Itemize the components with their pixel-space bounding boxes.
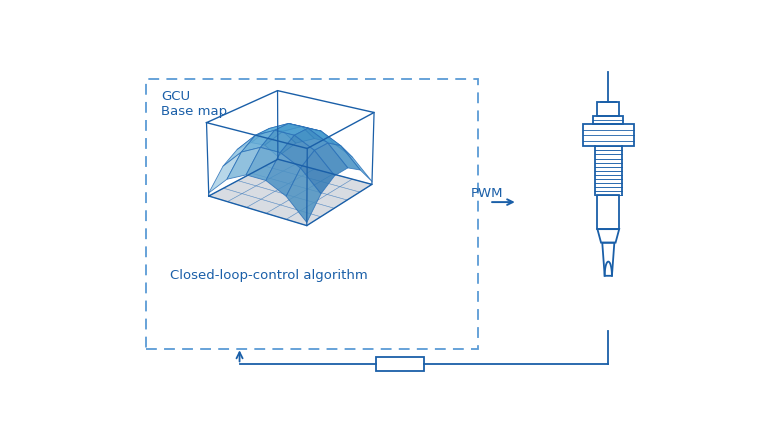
Text: PWM: PWM <box>471 186 504 199</box>
Text: GCU
Base map: GCU Base map <box>161 90 227 117</box>
Bar <box>376 357 424 371</box>
Text: Closed-loop-control algorithm: Closed-loop-control algorithm <box>170 268 368 282</box>
